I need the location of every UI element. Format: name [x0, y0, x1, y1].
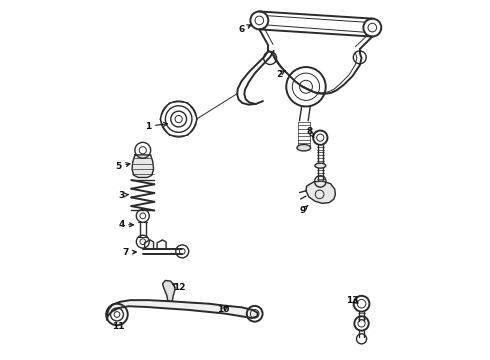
Polygon shape: [306, 181, 335, 203]
Text: 4: 4: [118, 220, 124, 229]
Text: 7: 7: [123, 248, 129, 257]
Text: 2: 2: [276, 70, 282, 79]
Text: 13: 13: [346, 296, 359, 305]
Text: 6: 6: [238, 25, 245, 34]
Text: 11: 11: [113, 322, 125, 331]
Text: 9: 9: [299, 206, 306, 215]
Text: 3: 3: [118, 190, 124, 199]
Text: 12: 12: [173, 283, 186, 292]
Text: 1: 1: [145, 122, 151, 131]
Polygon shape: [163, 280, 175, 301]
Polygon shape: [132, 155, 153, 177]
Ellipse shape: [315, 163, 326, 168]
Text: 10: 10: [217, 305, 230, 314]
Polygon shape: [107, 300, 258, 320]
Ellipse shape: [297, 144, 311, 151]
Text: 5: 5: [116, 162, 122, 171]
Text: 8: 8: [306, 127, 313, 136]
